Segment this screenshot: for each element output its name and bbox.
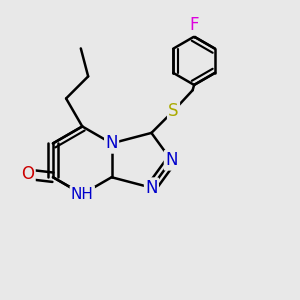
Text: N: N xyxy=(165,151,178,169)
Text: NH: NH xyxy=(71,187,94,202)
Text: S: S xyxy=(168,102,179,120)
Text: F: F xyxy=(189,16,199,34)
Text: N: N xyxy=(145,179,158,197)
Text: O: O xyxy=(21,165,34,183)
Text: N: N xyxy=(105,134,118,152)
